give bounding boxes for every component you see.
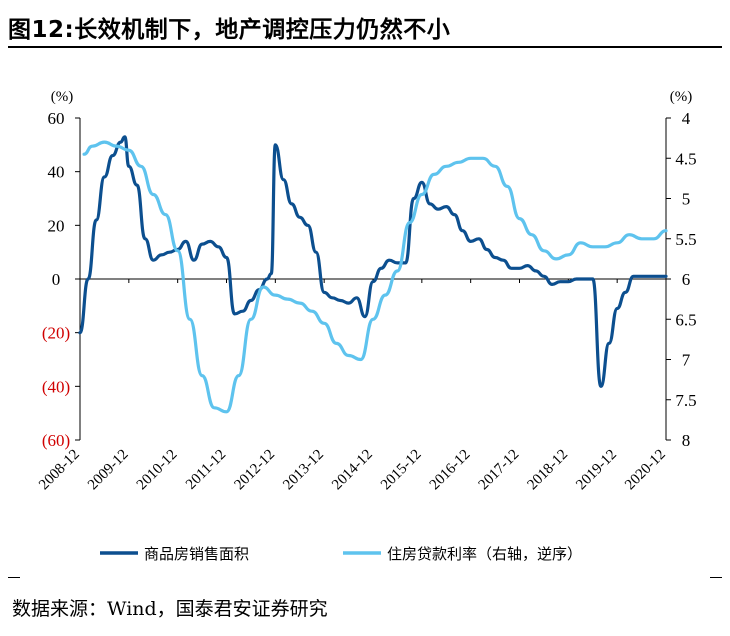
series-line-sales-area <box>78 135 668 388</box>
left-tick-label: 0 <box>52 270 61 289</box>
x-tick-label: 2013-12 <box>280 447 327 494</box>
x-tick-label: 2009-12 <box>85 447 132 494</box>
source-note: 数据来源：Wind，国泰君安证券研究 <box>12 598 328 620</box>
x-tick-label: 2008-12 <box>36 447 83 494</box>
series-line-mortgage-rate <box>82 140 668 414</box>
x-tick-label: 2016-12 <box>427 447 474 494</box>
x-tick-label: 2011-12 <box>183 447 229 493</box>
right-tick-label: 5.5 <box>675 230 696 249</box>
axes <box>75 117 671 441</box>
legend-item-mortgage-rate-label: 住房贷款利率（右轴，逆序） <box>387 545 582 563</box>
left-tick-label: 60 <box>48 109 65 128</box>
right-tick-label: 7.5 <box>675 391 696 410</box>
x-tick-label: 2018-12 <box>524 447 571 494</box>
right-axis-unit: (%) <box>670 89 693 105</box>
footer-left-mark <box>8 577 20 578</box>
x-tick-label: 2010-12 <box>134 447 181 494</box>
left-tick-label: (40) <box>42 377 70 396</box>
right-tick-label: 7 <box>682 351 691 370</box>
right-tick-label: 5 <box>682 190 691 209</box>
x-tick-label: 2015-12 <box>378 447 425 494</box>
right-tick-label: 4 <box>682 109 691 128</box>
figure-title: 图12:长效机制下，地产调控压力仍然不小 <box>8 17 451 43</box>
right-tick-label: 6 <box>682 270 691 289</box>
series-layer <box>78 135 668 414</box>
x-tick-label: 2020-12 <box>622 447 669 494</box>
right-tick-label: 6.5 <box>675 310 696 329</box>
left-tick-label: 20 <box>48 216 65 235</box>
legend-item-sales-area-label: 商品房销售面积 <box>144 545 249 563</box>
legend: 商品房销售面积 住房贷款利率（右轴，逆序） <box>100 545 582 563</box>
left-axis-unit: (%) <box>51 89 74 105</box>
left-tick-label: (20) <box>42 324 70 343</box>
labels-layer: 60 40 20 0 (20) (40) (60) 4 4.5 5 5.5 6 6.5 7 7.5 8 (%) (… <box>36 89 696 493</box>
x-tick-label: 2012-12 <box>231 447 278 494</box>
right-tick-label: 8 <box>682 431 691 450</box>
footer-right-mark <box>710 577 722 578</box>
left-tick-label: 40 <box>48 163 65 182</box>
right-tick-label: 4.5 <box>675 149 696 168</box>
left-tick-label: (60) <box>42 431 70 450</box>
chart: 60 40 20 0 (20) (40) (60) 4 4.5 5 5.5 6 6.5 7 7.5 8 (%) (… <box>36 89 696 563</box>
x-tick-label: 2019-12 <box>573 447 620 494</box>
x-tick-label: 2017-12 <box>476 447 523 494</box>
title-rule <box>8 46 722 48</box>
x-tick-label: 2014-12 <box>329 447 376 494</box>
